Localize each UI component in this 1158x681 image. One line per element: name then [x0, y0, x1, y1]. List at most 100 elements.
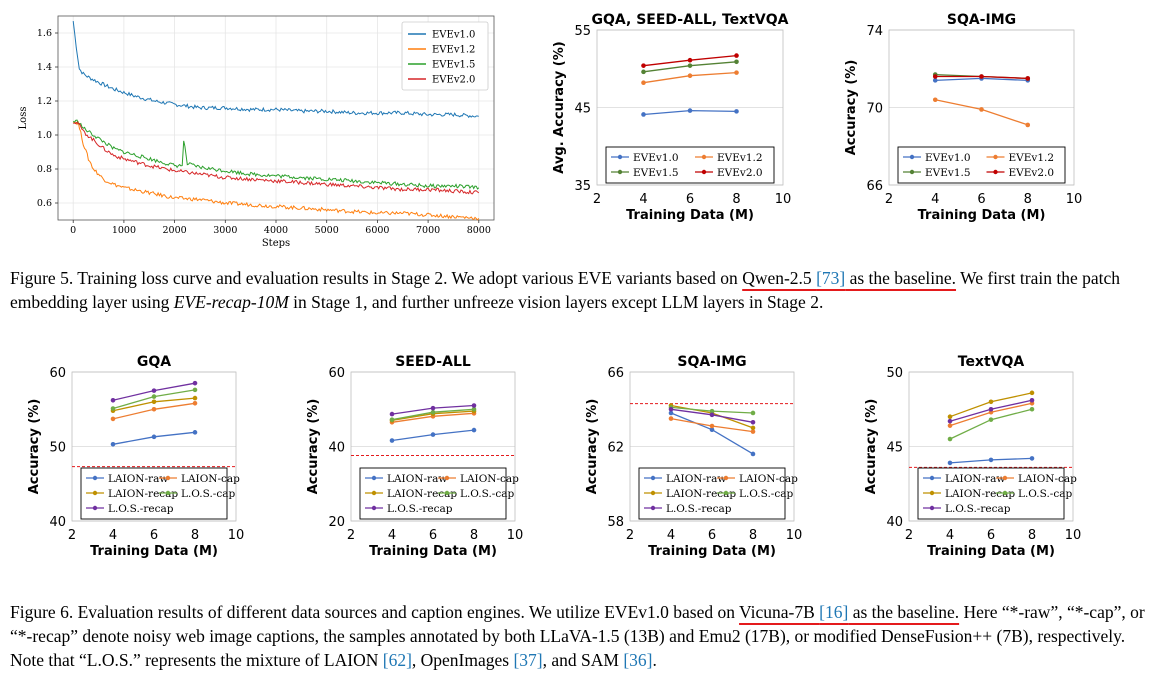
x-axis-label: Training Data (M)	[90, 544, 218, 559]
x-tick-label: 7000	[416, 225, 440, 236]
chart-title: SQA-IMG	[677, 354, 746, 370]
data-point-evev10	[932, 78, 938, 83]
data-point-los-cap	[192, 387, 198, 393]
legend-label: LAION-raw	[945, 473, 1005, 485]
data-point-evev20	[687, 57, 693, 63]
x-tick-label: 8	[732, 192, 740, 207]
legend-marker	[617, 169, 623, 175]
data-point-los-cap	[471, 406, 477, 412]
caption-text: Evaluation results of different data sou…	[73, 602, 740, 622]
y-axis-label: Accuracy (%)	[585, 399, 600, 495]
citation-link[interactable]: [36]	[623, 650, 653, 670]
data-point-evev12	[734, 70, 739, 75]
x-tick-label: 6	[708, 528, 716, 543]
legend-marker	[723, 490, 729, 496]
figure-6-label: Figure 6.	[10, 602, 74, 622]
y-tick-label: 45	[574, 102, 591, 117]
legend-marker	[701, 154, 707, 160]
y-axis-label: Avg. Accuracy (%)	[552, 41, 567, 173]
chart-sqa-img-top: SQA-IMG 2 4 6 8 10 66 70 74 Training Data (M) Accu…	[844, 12, 1082, 223]
data-point-los-cap	[947, 436, 953, 442]
chart-sqa-img-bottom: SQA-IMG 2 4 6 8 10 58 62 66 Training Data (M) Accu…	[585, 354, 802, 559]
legend-label: LAION-recap	[945, 488, 1015, 500]
y-axis-label: Accuracy (%)	[27, 399, 42, 495]
y-tick-label: 0.6	[37, 198, 52, 209]
data-point-evev20	[641, 63, 646, 68]
data-point-laion-raw	[668, 410, 674, 416]
data-point-evev12	[932, 97, 938, 103]
caption-text: Here “*-raw”, “*-cap”, or “*-recap” deno…	[10, 602, 1145, 670]
data-point-laion-cap	[110, 416, 116, 422]
x-tick-label: 4000	[264, 225, 288, 236]
figure-5-caption: Figure 5. Training loss curve and evalua…	[10, 266, 1150, 314]
legend-label: EVEv1.2	[1009, 152, 1055, 164]
caption-text: Vicuna-7B	[739, 602, 820, 622]
x-tick-label: 0	[70, 225, 76, 236]
y-tick-label: 66	[607, 366, 624, 381]
citation-link[interactable]: [73]	[816, 268, 846, 288]
y-tick-label: 74	[866, 24, 883, 39]
y-tick-label: 1.0	[37, 130, 52, 141]
data-point-evev10	[734, 109, 739, 114]
data-point-evev15	[641, 69, 646, 75]
x-tick-label: 4	[946, 528, 954, 543]
data-point-laion-cap	[192, 400, 198, 406]
legend-box	[897, 146, 1066, 184]
citation-link[interactable]: [37]	[513, 650, 543, 670]
data-point-laion-raw	[750, 451, 756, 457]
x-tick-label: 4	[931, 192, 939, 207]
plot-frame	[596, 29, 784, 186]
data-point-los-recap	[947, 418, 953, 424]
legend-marker	[723, 475, 729, 481]
data-point-los-recap	[430, 405, 436, 411]
y-axis-label: Accuracy (%)	[864, 399, 879, 495]
x-tick-label: 8	[191, 528, 199, 543]
caption-text: .	[652, 650, 657, 670]
legend-label: L.O.S.-cap	[460, 488, 514, 500]
legend-label: L.O.S.-cap	[1018, 488, 1072, 500]
y-tick-label: 1.4	[37, 62, 52, 73]
data-point-los-cap	[1029, 406, 1035, 412]
y-tick-label: 40	[49, 515, 66, 530]
x-tick-label: 1000	[112, 225, 136, 236]
x-tick-label: 2	[593, 192, 601, 207]
legend-box	[401, 21, 489, 91]
chart-title: SQA-IMG	[947, 12, 1016, 28]
caption-text: , and SAM	[542, 650, 624, 670]
data-point-los-cap	[750, 410, 756, 416]
data-point-laion-raw	[110, 441, 116, 447]
x-tick-label: 8	[1028, 528, 1036, 543]
legend-marker	[165, 490, 171, 496]
citation-link[interactable]: [16]	[819, 602, 849, 622]
legend-box	[638, 467, 786, 520]
legend-marker	[993, 154, 998, 160]
data-point-laion-cap	[709, 423, 715, 429]
data-point-laion-recap	[151, 399, 157, 405]
x-tick-label: 2000	[163, 225, 187, 236]
data-point-los-recap	[110, 398, 116, 403]
x-axis-label: Steps	[262, 238, 290, 249]
data-point-laion-raw	[709, 427, 715, 433]
y-axis-label: Loss	[18, 107, 29, 130]
legend-marker	[371, 475, 377, 481]
x-tick-label: 6000	[365, 225, 389, 236]
x-tick-label: 8	[470, 528, 478, 543]
x-tick-label: 10	[775, 192, 792, 207]
chart-title: GQA	[137, 354, 171, 370]
x-tick-label: 8000	[467, 225, 491, 236]
chart-training-loss: 0 1000 2000 3000 4000 5000 6000 7000 8000 0.6 0.8 1…	[18, 15, 495, 249]
x-tick-label: 10	[1065, 528, 1082, 543]
y-tick-label: 0.8	[37, 164, 52, 175]
citation-link[interactable]: [62]	[382, 650, 412, 670]
legend-label: LAION-recap	[387, 488, 457, 500]
data-point-los-cap	[709, 408, 715, 414]
legend-label: EVEv1.2	[432, 45, 475, 56]
x-tick-label: 2	[885, 192, 893, 207]
legend-marker	[444, 490, 450, 496]
data-point-laion-raw	[192, 430, 198, 435]
caption-text: as the baseline.	[848, 602, 960, 622]
series-line-laion-raw	[670, 412, 754, 455]
legend-marker	[701, 169, 707, 175]
legend-marker	[371, 490, 377, 496]
data-point-laion-recap	[988, 399, 994, 405]
